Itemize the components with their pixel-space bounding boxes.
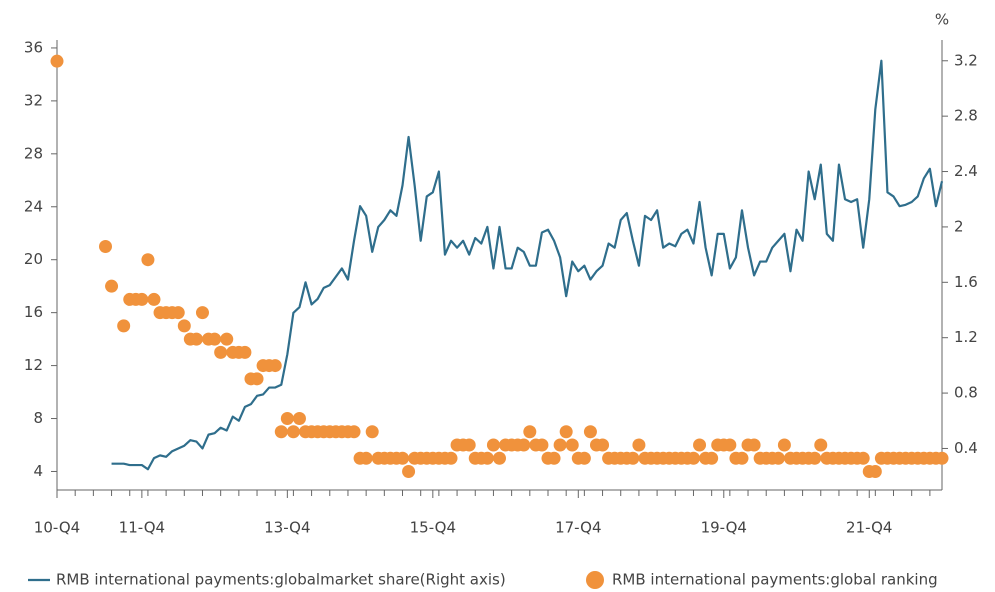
x-tick-label: 15-Q4 [410, 519, 456, 537]
ranking-dot [214, 345, 228, 359]
ranking-dot [583, 425, 597, 439]
ranking-dot [250, 372, 264, 386]
ranking-dot [553, 438, 567, 452]
ranking-dot [547, 451, 561, 465]
y2-tick-label: 2 [954, 217, 964, 235]
y2-tick-label: 2.8 [954, 107, 978, 125]
x-tick-label: 19-Q4 [701, 519, 747, 537]
ranking-dot [359, 451, 373, 465]
y-tick-label: 24 [24, 197, 43, 215]
ranking-dot [935, 451, 949, 465]
ranking-dot [735, 451, 749, 465]
ranking-dot [523, 425, 537, 439]
ranking-dot [171, 306, 185, 320]
ranking-dot [177, 319, 191, 333]
ranking-dot [856, 451, 870, 465]
y2-tick-label: 1.6 [954, 273, 978, 291]
ranking-dot [286, 425, 300, 439]
legend-swatch [586, 571, 604, 589]
ranking-dot [705, 451, 719, 465]
y2-tick-label: 0.4 [954, 439, 978, 457]
ranking-dot [559, 425, 573, 439]
y-tick-label: 20 [24, 250, 43, 268]
y2-tick-label: 3.2 [954, 51, 978, 69]
ranking-dot [274, 425, 288, 439]
ranking-dot [535, 438, 549, 452]
ranking-dot [814, 438, 828, 452]
ranking-dot [135, 292, 149, 306]
ranking-dot [105, 279, 119, 293]
ranking-dot [141, 253, 155, 267]
ranking-dot [686, 451, 700, 465]
ranking-dot [268, 359, 282, 373]
share-line [111, 59, 944, 471]
ranking-dot [565, 438, 579, 452]
legend-label: RMB international payments:globalmarket … [56, 571, 506, 589]
ranking-dot [220, 332, 234, 346]
ranking-dot [98, 239, 112, 253]
ranking-dot [868, 464, 882, 478]
ranking-dot [365, 425, 379, 439]
ranking-dot [292, 412, 306, 426]
ranking-dot [777, 438, 791, 452]
ranking-dot [723, 438, 737, 452]
ranking-dot [462, 438, 476, 452]
x-tick-label: 13-Q4 [264, 519, 310, 537]
ranking-dot [626, 451, 640, 465]
ranking-dot [808, 451, 822, 465]
y2-tick-label: 1.2 [954, 328, 978, 346]
y-tick-label: 28 [24, 144, 43, 162]
ranking-dot [189, 332, 203, 346]
y2-axis-label: % [935, 11, 949, 29]
legend-label: RMB international payments:global rankin… [612, 571, 938, 589]
ranking-dot [444, 451, 458, 465]
ranking-dot [396, 451, 410, 465]
ranking-dot [480, 451, 494, 465]
ranking-dot [493, 451, 506, 465]
ranking-dot [693, 438, 707, 452]
ranking-dot [632, 438, 646, 452]
x-tick-label: 11-Q4 [119, 519, 165, 537]
y2-tick-label: 2.4 [954, 162, 978, 180]
ranking-dot [50, 54, 64, 68]
ranking-dot [208, 332, 222, 346]
ranking-dot [517, 438, 531, 452]
x-tick-label: 17-Q4 [555, 519, 601, 537]
ranking-dot [747, 438, 761, 452]
y-tick-label: 32 [24, 91, 43, 109]
y-tick-label: 12 [24, 356, 43, 374]
ranking-dot [771, 451, 785, 465]
ranking-dot [147, 292, 161, 306]
ranking-dot [195, 306, 209, 320]
ranking-dot [596, 438, 610, 452]
y-tick-label: 4 [33, 462, 43, 480]
ranking-dot [577, 451, 591, 465]
ranking-dot [280, 412, 294, 426]
y-tick-label: 8 [33, 409, 43, 427]
ranking-dot [486, 438, 500, 452]
y-tick-label: 16 [24, 303, 43, 321]
y-tick-label: 36 [24, 38, 43, 56]
ranking-dot [117, 319, 131, 333]
x-tick-label: 10-Q4 [34, 519, 80, 537]
x-tick-label: 21-Q4 [846, 519, 892, 537]
ranking-dot [238, 345, 252, 359]
ranking-dot [347, 425, 361, 439]
ranking-dot [402, 464, 416, 478]
y2-tick-label: 0.8 [954, 384, 978, 402]
